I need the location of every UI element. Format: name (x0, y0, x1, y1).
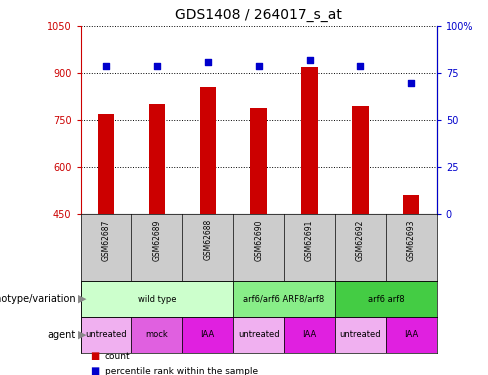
Text: agent: agent (47, 330, 76, 340)
Point (204, 59, 212, 65)
Text: mock: mock (145, 330, 168, 339)
Text: GSM62692: GSM62692 (356, 219, 365, 261)
Text: percentile rank within the sample: percentile rank within the sample (105, 367, 258, 375)
Title: GDS1408 / 264017_s_at: GDS1408 / 264017_s_at (175, 9, 342, 22)
Bar (352, 106, 368, 214)
Text: GSM62689: GSM62689 (152, 219, 162, 261)
Bar (284, 317, 335, 352)
Text: GSM62687: GSM62687 (102, 219, 110, 261)
Text: GSM62688: GSM62688 (203, 219, 212, 260)
Text: IAA: IAA (404, 330, 418, 339)
Point (305, 57, 313, 63)
Text: untreated: untreated (85, 330, 127, 339)
Bar (335, 317, 386, 352)
Bar (81, 317, 131, 352)
Text: arf6/arf6 ARF8/arf8: arf6/arf6 ARF8/arf8 (244, 295, 325, 304)
Text: genotype/variation: genotype/variation (0, 294, 76, 304)
Text: wild type: wild type (138, 295, 176, 304)
Text: IAA: IAA (303, 330, 317, 339)
Bar (200, 87, 216, 214)
Text: ▶: ▶ (78, 330, 86, 340)
Point (153, 63, 161, 69)
Text: GSM62690: GSM62690 (254, 219, 263, 261)
Bar (131, 317, 183, 352)
Bar (81, 281, 233, 317)
Bar (302, 67, 318, 214)
Bar (250, 108, 267, 214)
Bar (233, 281, 335, 317)
Point (102, 63, 110, 69)
Text: count: count (105, 352, 131, 361)
Text: GSM62691: GSM62691 (305, 219, 314, 261)
Bar (233, 317, 284, 352)
Point (407, 80, 415, 86)
Bar (183, 317, 233, 352)
Text: untreated: untreated (340, 330, 381, 339)
Text: ■: ■ (90, 351, 100, 361)
Text: ■: ■ (90, 366, 100, 375)
Text: IAA: IAA (201, 330, 215, 339)
Text: ▶: ▶ (78, 294, 86, 304)
Bar (98, 114, 114, 214)
Point (255, 63, 263, 69)
Bar (403, 195, 420, 214)
Text: untreated: untreated (238, 330, 280, 339)
Bar (149, 104, 165, 214)
Point (357, 63, 365, 69)
Bar (335, 281, 437, 317)
Text: GSM62693: GSM62693 (407, 219, 416, 261)
Text: arf6 arf8: arf6 arf8 (367, 295, 404, 304)
Bar (386, 317, 437, 352)
